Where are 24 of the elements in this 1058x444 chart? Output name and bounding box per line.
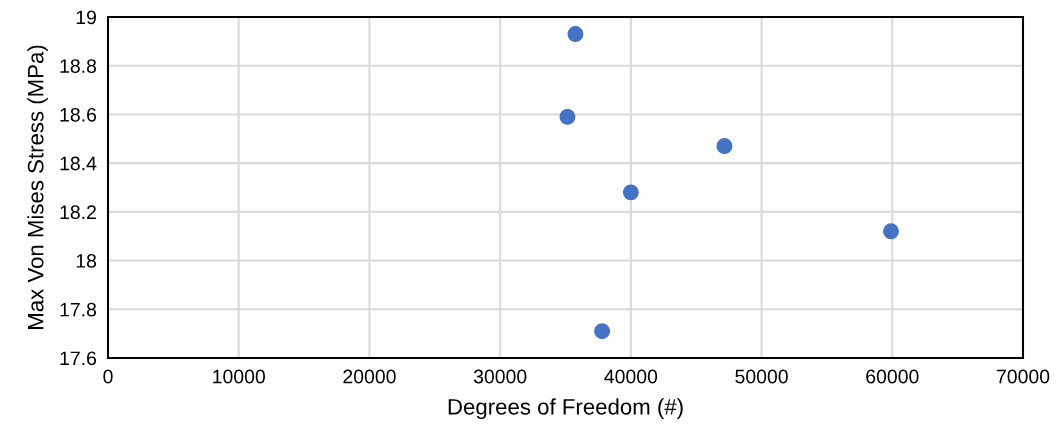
y-tick-label: 18.6 — [60, 107, 97, 122]
y-tick-label: 18.2 — [60, 205, 96, 220]
point — [883, 223, 899, 240]
x-tick-label: 40000 — [604, 369, 658, 384]
point — [559, 108, 576, 125]
y-tick-label: 19 — [76, 10, 96, 25]
x-tick-label: 10000 — [213, 369, 265, 384]
point — [622, 184, 639, 201]
x-tick-label: 60000 — [866, 369, 919, 384]
point — [594, 323, 611, 340]
x-tick-label: 50000 — [735, 369, 788, 384]
y-axis-title: Max Von Mises Stress (MPa) — [27, 45, 48, 329]
y-tick-label: 17.8 — [60, 302, 97, 317]
y-tick-label: 18 — [76, 254, 97, 268]
x-tick-label: 0 — [103, 369, 113, 384]
x-tick-label: 30000 — [473, 369, 527, 384]
point — [716, 138, 733, 155]
x-tick-label: 20000 — [343, 369, 396, 384]
x-axis-title: Degrees of Freedom (#) — [448, 398, 683, 420]
y-tick-label: 17.6 — [60, 351, 97, 366]
x-tick-label: 70000 — [996, 369, 1050, 384]
y-tick-label: 18.8 — [60, 59, 97, 73]
point — [567, 26, 584, 43]
y-tick-label: 18.4 — [60, 156, 97, 171]
